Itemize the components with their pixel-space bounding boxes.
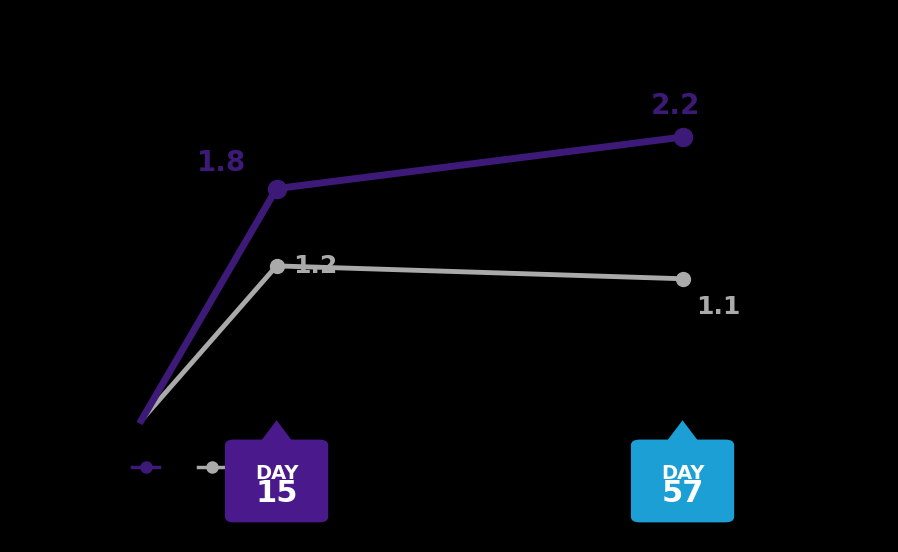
Text: DAY: DAY <box>661 464 704 484</box>
Legend: , : , <box>126 455 242 480</box>
Text: 1.8: 1.8 <box>197 150 246 178</box>
Text: 57: 57 <box>661 479 704 508</box>
Text: DAY: DAY <box>255 464 298 484</box>
Text: 2.2: 2.2 <box>651 92 700 120</box>
Text: 15: 15 <box>255 479 298 508</box>
Text: 1.2: 1.2 <box>294 254 338 278</box>
Text: 1.1: 1.1 <box>697 295 741 320</box>
